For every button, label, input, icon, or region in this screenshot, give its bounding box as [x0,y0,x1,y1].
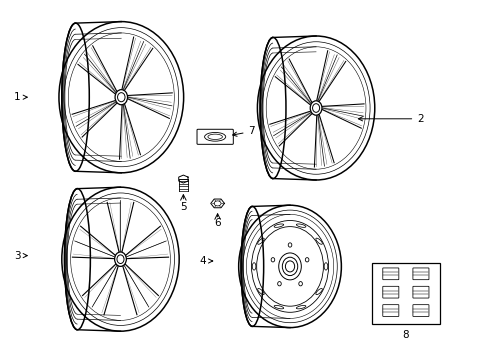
Text: 7: 7 [232,126,255,136]
Text: 4: 4 [199,256,212,266]
Text: 8: 8 [402,330,408,340]
Text: 3: 3 [14,251,27,261]
Bar [371,263,439,324]
Text: 2: 2 [358,114,423,124]
Text: 6: 6 [214,218,221,228]
Text: 5: 5 [180,202,186,212]
Text: 1: 1 [14,92,27,102]
